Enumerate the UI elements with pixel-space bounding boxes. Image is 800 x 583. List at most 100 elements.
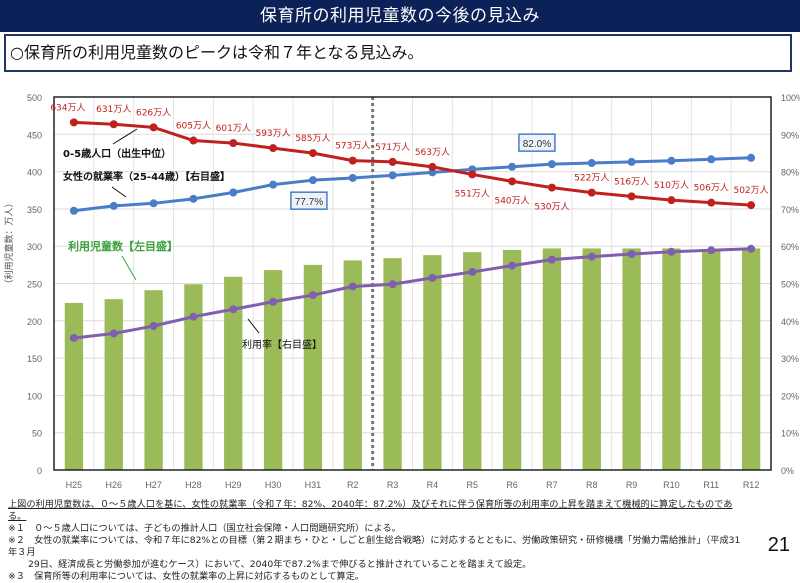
x-tick-label: R11: [703, 480, 719, 490]
bar-H27: [144, 290, 163, 470]
y2-tick-label: 10%: [781, 429, 799, 439]
bar-R5: [463, 252, 482, 470]
population-point: [547, 183, 556, 192]
population-data-label: 634万人: [50, 102, 85, 113]
utilization-rate-point: [667, 247, 676, 256]
y2-tick-label: 0%: [781, 466, 794, 476]
bar-R4: [423, 255, 442, 470]
bar-H30: [263, 270, 283, 470]
female-employment-point: [308, 176, 317, 185]
population-line: [73, 120, 752, 207]
y-tick-label: 250: [27, 280, 42, 290]
bar-R2: [343, 260, 362, 470]
x-tick-label: H27: [145, 480, 162, 490]
footnote-1: ※１ ０～５歳人口については、子どもの推計人口（国立社会保障・人口問題研究所）に…: [8, 523, 401, 534]
female-employment-point: [269, 180, 278, 189]
population-point: [587, 188, 596, 197]
population-data-label: 585万人: [295, 133, 330, 144]
female-employment-point: [229, 188, 238, 197]
utilization-rate-point: [747, 244, 756, 253]
employment-callout-label: 77.7%: [295, 197, 323, 208]
population-point: [428, 162, 437, 171]
population-data-label: 631万人: [96, 104, 131, 115]
utilization-rate-point: [149, 322, 158, 331]
population-point: [667, 196, 676, 205]
utilization-rate-point: [269, 297, 278, 306]
annotation-arrow: [121, 255, 137, 281]
y2-tick-label: 90%: [781, 130, 799, 140]
y-tick-label: 100: [27, 391, 42, 401]
bar-R7: [542, 248, 562, 470]
footnote-2-cont: 29日、経済成長と労働参加が進むケース）において、2040年で87.2%まで伸び…: [28, 559, 532, 570]
bar-H28: [184, 284, 203, 470]
y-tick-label: 200: [27, 317, 42, 327]
y2-tick-label: 100%: [781, 93, 800, 103]
x-tick-label: H29: [225, 480, 242, 490]
x-tick-label: R7: [546, 480, 558, 490]
y-tick-label: 450: [27, 130, 42, 140]
population-data-label: 601万人: [216, 123, 251, 134]
utilization-rate-point: [468, 267, 477, 276]
annotation-utilization: 利用率【右目盛】: [242, 338, 322, 351]
population-point: [109, 120, 118, 129]
employment-callout-box: [290, 191, 328, 210]
annotation-employment: 女性の就業率（25-44歳）【右目盛】: [63, 170, 230, 183]
population-point: [388, 157, 397, 166]
population-point: [508, 177, 517, 186]
y2-tick-label: 50%: [781, 280, 799, 290]
utilization-rate-point: [547, 255, 556, 264]
population-point: [269, 144, 278, 153]
y-axis-label: （利用児童数：万人）: [3, 198, 15, 288]
bar-H31: [303, 264, 323, 470]
bar-H29: [224, 276, 243, 470]
x-tick-label: R8: [586, 480, 598, 490]
population-data-label: 573万人: [335, 141, 370, 152]
female-employment-point: [587, 159, 596, 168]
female-employment-point: [149, 199, 158, 208]
population-point: [189, 136, 198, 145]
utilization-rate-point: [229, 305, 238, 314]
x-tick-label: R4: [427, 480, 439, 490]
population-data-label: 522万人: [574, 173, 609, 184]
utilization-rate-line: [73, 247, 752, 340]
y2-tick-label: 80%: [781, 168, 799, 178]
female-employment-line: [73, 156, 752, 213]
x-tick-label: R3: [387, 480, 399, 490]
bar-R11: [702, 249, 721, 470]
utilization-rate-point: [508, 261, 517, 270]
female-employment-point: [69, 206, 78, 215]
x-tick-label: H30: [265, 480, 282, 490]
page-title: 保育所の利用児童数の今後の見込み: [0, 0, 800, 32]
x-tick-label: R9: [626, 480, 638, 490]
footnotes: 上図の利用児童数は、０～５歳人口を基に、女性の就業率（令和７年：82%、2040…: [8, 499, 748, 583]
utilization-rate-point: [189, 312, 198, 321]
female-employment-point: [189, 194, 198, 203]
utilization-rate-point: [428, 273, 437, 282]
x-tick-label: H31: [305, 480, 322, 490]
utilization-rate-point: [69, 333, 78, 342]
female-employment-point: [109, 201, 118, 210]
x-tick-label: H28: [185, 480, 202, 490]
utilization-rate-point: [348, 282, 357, 291]
x-tick-label: R6: [506, 480, 518, 490]
y-tick-label: 350: [27, 205, 42, 215]
population-point: [308, 149, 317, 158]
y2-tick-label: 40%: [781, 317, 799, 327]
plot-frame: [53, 96, 772, 471]
population-point: [468, 170, 477, 179]
population-point: [69, 118, 78, 127]
population-data-label: 571万人: [375, 142, 410, 153]
employment-callout-box: [518, 133, 556, 152]
y-tick-label: 300: [27, 242, 42, 252]
population-data-label: 502万人: [733, 185, 768, 196]
y2-tick-label: 20%: [781, 391, 799, 401]
utilization-rate-point: [388, 280, 397, 289]
x-tick-label: R12: [743, 480, 760, 490]
x-tick-label: R2: [347, 480, 359, 490]
population-data-label: 551万人: [455, 188, 490, 199]
y-tick-label: 0: [37, 466, 42, 476]
population-data-label: 506万人: [694, 183, 729, 194]
y2-tick-label: 60%: [781, 242, 799, 252]
female-employment-point: [627, 157, 636, 166]
population-data-label: 516万人: [614, 176, 649, 187]
